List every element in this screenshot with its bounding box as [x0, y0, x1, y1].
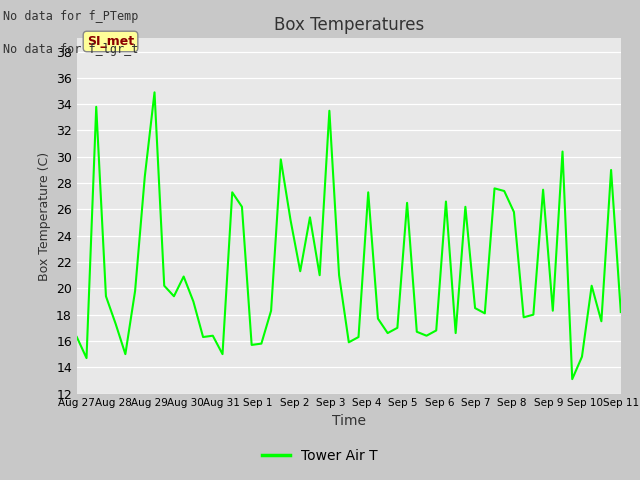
X-axis label: Time: Time — [332, 414, 366, 428]
Text: No data for f_PTemp: No data for f_PTemp — [3, 10, 139, 23]
Title: Box Temperatures: Box Temperatures — [274, 16, 424, 34]
Text: No data for f_lgr_t: No data for f_lgr_t — [3, 43, 139, 56]
Y-axis label: Box Temperature (C): Box Temperature (C) — [38, 151, 51, 281]
Legend: Tower Air T: Tower Air T — [257, 443, 383, 468]
Text: SI_met: SI_met — [87, 35, 134, 48]
